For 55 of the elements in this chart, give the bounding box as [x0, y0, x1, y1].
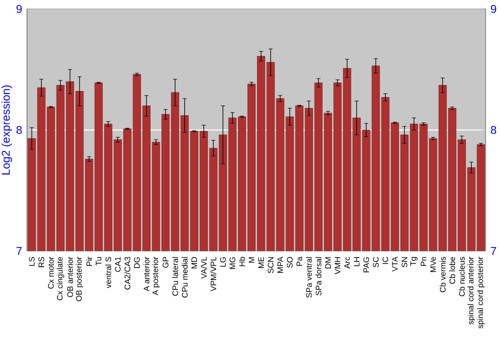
x-tick-label: CPu lateral: [172, 257, 178, 296]
x-tick-label: MVe: [430, 256, 436, 272]
x-tick-label: VTA: [392, 256, 398, 272]
x-tick-label: DM: [325, 257, 331, 268]
x-tick-label: PAG: [363, 257, 370, 272]
x-tick-label: LH: [354, 257, 360, 266]
y2-tick-label: 7: [490, 247, 496, 255]
x-tick-label: VMH: [334, 257, 340, 274]
x-tick-label: Cb lobe: [449, 256, 456, 284]
x-tick-label: Pn: [420, 257, 426, 266]
x-tick-label: CPu medial: [182, 257, 188, 298]
x-tick-label: Cb vermis: [440, 256, 446, 292]
x-tick-label: MPA: [277, 256, 283, 273]
x-tick-label: SCN: [268, 257, 274, 274]
x-tick-label: VA/VL: [200, 256, 207, 279]
x-tick-label: SO: [286, 256, 293, 268]
x-tick-label: spinal cord anterior: [468, 256, 476, 324]
x-tick-label: CA2/CA3: [124, 256, 130, 290]
x-tick-label: Cx cingulate: [56, 256, 64, 300]
x-tick-label: Tu: [96, 257, 102, 266]
y-tick-label: 9: [16, 5, 22, 14]
x-tick-label: ventral S: [105, 256, 112, 288]
y2-tick-label: 8: [490, 126, 496, 134]
y-axis-title: Log2 (expression): [1, 85, 12, 174]
x-tick-label: VPM/VPL: [210, 256, 216, 292]
x-tick-label: A posterior: [152, 256, 160, 296]
x-tick-label: MG: [230, 257, 236, 269]
x-tick-label: GP: [162, 257, 168, 268]
x-tick-label: IC: [382, 256, 388, 264]
x-tick-label: Arc: [344, 256, 350, 269]
x-tick-label: Tg: [410, 257, 418, 266]
x-tick-label: LS: [28, 256, 35, 266]
x-tick-label: Pir: [86, 256, 92, 266]
x-tick-label: MD: [191, 256, 197, 268]
x-tick-label: spinal cord posterior: [477, 256, 485, 328]
x-tick-label: Cx motor: [48, 256, 54, 289]
x-tick-label: ME: [258, 256, 264, 268]
y-tick-label: 7: [16, 247, 22, 255]
x-tick-label: DG: [134, 257, 140, 268]
x-tick-label: SN: [402, 257, 408, 268]
x-tick-label: A anterior: [143, 256, 150, 292]
x-tick-label: RS: [38, 256, 44, 268]
x-tick-label: Hb: [239, 256, 245, 266]
x-tick-label: SPa dorsal: [315, 257, 322, 296]
x-tick-label: Pa: [296, 256, 302, 266]
x-tick-label: LG: [220, 257, 226, 267]
x-tick-label: OB posterior: [76, 256, 84, 302]
x-tick-label: SPa ventral: [306, 257, 312, 298]
x-tick-label: M: [248, 257, 254, 263]
x-tick-label: Cb nucleus: [458, 256, 465, 296]
x-tick-label: OB anterior: [67, 256, 73, 298]
y2-tick-label: 9: [490, 5, 496, 14]
x-tick-label: SC: [372, 256, 379, 268]
y-tick-label: 8: [16, 126, 22, 134]
x-tick-label: CA1: [114, 256, 121, 272]
